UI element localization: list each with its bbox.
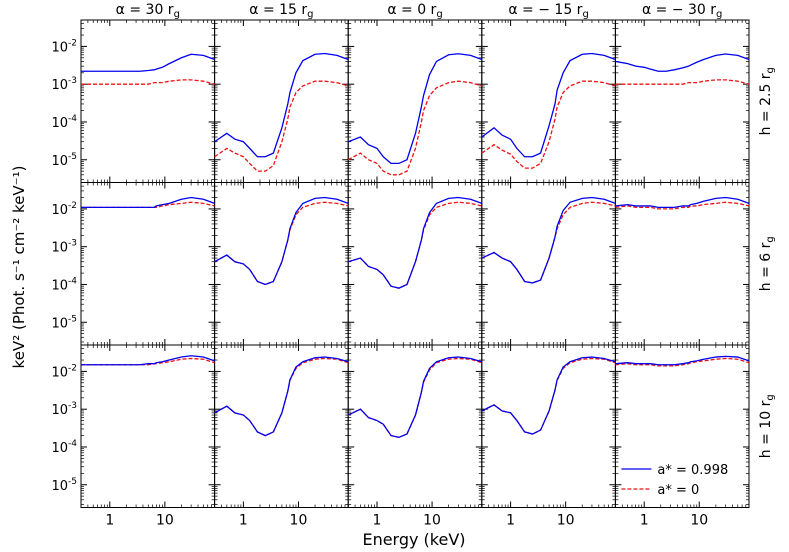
legend-label: a* = 0.998: [657, 463, 728, 478]
x-tick-label: 10: [423, 513, 441, 529]
y-axis-label: keV² (Phot. s⁻¹ cm⁻² keV⁻¹): [10, 166, 28, 369]
y-tick-label: 10-4: [51, 276, 77, 293]
series-line-a0: [615, 79, 750, 85]
x-tick-label: 10: [690, 513, 708, 529]
series-line-a0: [81, 79, 215, 85]
panel: [80, 344, 216, 508]
y-tick-label: 10-5: [51, 314, 77, 331]
y-tick-label: 10-3: [51, 401, 77, 418]
legend-label: a* = 0: [657, 483, 699, 498]
panel: [347, 19, 483, 183]
panel: [214, 19, 349, 183]
panel: [614, 182, 750, 346]
x-tick-label: 1: [506, 513, 515, 529]
series-line-a0998: [348, 196, 483, 289]
panel-frame: [347, 19, 483, 183]
series-line-a0: [615, 357, 750, 367]
y-tick-label: 10-3: [51, 76, 77, 93]
panel-grid: 1 10 1 10 1 10 1 10 1 10 10-2 10-3 10-4 10-5 10-2 10-3 1…: [51, 19, 750, 529]
x-tick-label: 1: [105, 513, 114, 529]
series-line-a0: [348, 201, 482, 289]
panel-frame: [80, 344, 216, 508]
y-tick-label: 10-2: [51, 38, 77, 55]
y-tick-label: 10-4: [51, 114, 77, 131]
row-title: h = 10 rg: [758, 394, 776, 458]
panel: [481, 344, 616, 508]
column-title: α = 30 rg: [116, 2, 180, 20]
panel: [481, 19, 616, 183]
panel: [347, 344, 483, 508]
row-title: h = 6 rg: [758, 236, 776, 291]
series-line-a0: [481, 357, 616, 435]
row-title: h = 2.5 rg: [758, 67, 776, 135]
panel-frame: [80, 19, 216, 183]
column-title: α = − 30 rg: [642, 2, 722, 20]
x-tick-label: 1: [373, 513, 382, 529]
panel-frame: [481, 182, 616, 346]
panel-frame: [481, 344, 616, 508]
series-line-a0998: [481, 52, 616, 158]
panel-frame: [214, 19, 349, 183]
column-title: α = 15 rg: [249, 2, 313, 20]
x-tick-label: 10: [156, 513, 174, 529]
panel-frame: [614, 19, 750, 183]
series-line-a0: [481, 80, 616, 169]
series-line-a0: [81, 201, 215, 208]
series-line-a0998: [214, 196, 349, 286]
column-title: α = − 15 rg: [508, 2, 588, 20]
panel-frame: [481, 19, 616, 183]
series-line-a0: [615, 201, 750, 210]
series-line-a0998: [81, 196, 215, 208]
series-line-a0998: [214, 356, 349, 437]
series-line-a0998: [481, 356, 616, 435]
series-line-a0: [214, 357, 349, 437]
panel: [214, 344, 349, 508]
series-line-a0998: [81, 355, 215, 366]
panel-frame: [614, 344, 750, 508]
x-axis-label: Energy (keV): [362, 530, 465, 549]
panel-frame: [347, 344, 483, 508]
row-titles: h = 2.5 rg h = 6 rg h = 10 rg: [758, 67, 776, 458]
series-line-a0998: [81, 53, 215, 72]
y-tick-label: 10-3: [51, 239, 77, 256]
series-line-a0: [214, 80, 349, 172]
series-line-a0: [347, 80, 482, 176]
x-tick-label: 1: [239, 513, 248, 529]
panel-frame: [214, 344, 349, 508]
panel: [614, 19, 750, 183]
series-line-a0998: [347, 356, 482, 439]
y-tick-label: 10-5: [51, 477, 77, 494]
series-line-a0998: [214, 52, 349, 158]
y-tick-label: 10-2: [51, 363, 77, 380]
series-line-a0: [481, 201, 616, 284]
column-title: α = 0 rg: [387, 2, 442, 20]
y-tick-label: 10-2: [51, 201, 77, 218]
series-line-a0998: [615, 355, 750, 366]
panel: [80, 19, 216, 183]
column-titles: α = 30 rg α = 15 rg α = 0 rg α = − 15 rg α =…: [116, 2, 723, 20]
panel: [481, 182, 616, 346]
series-line-a0998: [615, 53, 750, 72]
panel: [614, 344, 750, 508]
series-line-a0998: [481, 196, 616, 284]
series-line-a0: [347, 357, 482, 439]
series-line-a0: [214, 201, 349, 286]
y-tick-label: 10-5: [51, 152, 77, 169]
legend: a* = 0.998 a* = 0: [621, 463, 728, 498]
series-line-a0998: [615, 196, 750, 208]
series-line-a0998: [347, 53, 483, 165]
x-tick-label: 10: [557, 513, 575, 529]
y-tick-label: 10-4: [51, 439, 77, 456]
x-tick-label: 1: [640, 513, 649, 529]
x-tick-label: 10: [290, 513, 308, 529]
